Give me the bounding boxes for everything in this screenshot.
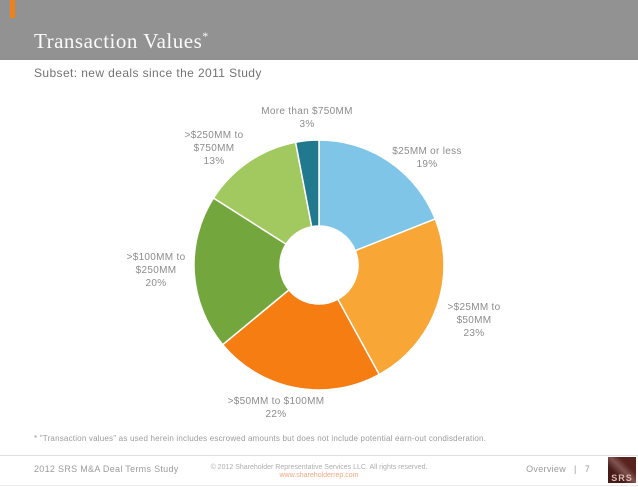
slice-percent: 3% — [299, 119, 315, 130]
slice-percent: 19% — [416, 159, 438, 170]
header-band — [0, 0, 638, 60]
slice-label-line: More than $750MM — [261, 106, 353, 117]
page-title: Transaction Values* — [34, 29, 209, 54]
slice-label-25mm-to-50mm: >$25MM to $50MM 23% — [447, 301, 500, 340]
slice-percent: 20% — [145, 278, 167, 289]
srs-logo-text: SRS — [611, 473, 633, 483]
slice-label-line: $250MM — [135, 265, 177, 276]
donut-slice — [318, 139, 437, 252]
slice-label-line: $25MM or less — [392, 146, 462, 157]
footer-website-link[interactable]: www.shareholderrep.com — [279, 472, 359, 479]
page-title-text: Transaction Values — [34, 29, 203, 53]
slice-percent: 23% — [463, 328, 485, 339]
donut-slice — [221, 288, 381, 391]
footer-copyright-block: © 2012 Shareholder Representative Servic… — [119, 464, 519, 479]
donut-slice — [193, 196, 291, 346]
slice-label-line: $50MM — [456, 315, 492, 326]
slice-label-50mm-to-100mm: >$50MM to $100MM 22% — [228, 395, 325, 421]
slice-percent: 13% — [203, 156, 225, 167]
bottom-edge-line — [0, 485, 638, 486]
slice-percent: 22% — [265, 409, 287, 420]
footer-page-info: Overview | 7 — [526, 464, 590, 474]
footnote: * "Transaction values" as used herein in… — [34, 434, 487, 443]
donut-slice — [294, 139, 320, 228]
footer-page-number: 7 — [584, 464, 590, 474]
srs-logo: SRS — [608, 457, 636, 483]
footer-divider — [0, 455, 638, 456]
slice-label-more-than-750mm: More than $750MM 3% — [261, 105, 353, 131]
slice-label-line: >$25MM to — [447, 302, 501, 313]
slice-label-line: $750MM — [193, 143, 235, 154]
slice-label-line: >$100MM to — [126, 252, 186, 263]
slice-label-line: >$50MM to $100MM — [227, 396, 325, 407]
donut-slice — [336, 218, 445, 376]
slice-label-250mm-to-750mm: >$250MM to $750MM 13% — [185, 129, 244, 168]
accent-tick — [10, 0, 15, 18]
footer-separator: | — [574, 464, 577, 474]
footer-section-label: Overview — [526, 464, 567, 474]
slice-label-100mm-to-250mm: >$100MM to $250MM 20% — [127, 251, 186, 290]
slice-label-line: >$250MM to — [184, 130, 244, 141]
page-subtitle: Subset: new deals since the 2011 Study — [34, 66, 262, 80]
footer-copyright: © 2012 Shareholder Representative Servic… — [210, 464, 428, 471]
title-asterisk: * — [202, 29, 209, 43]
slice-label-25mm-or-less: $25MM or less 19% — [392, 145, 461, 171]
footer-study-title: 2012 SRS M&A Deal Terms Study — [34, 464, 179, 474]
